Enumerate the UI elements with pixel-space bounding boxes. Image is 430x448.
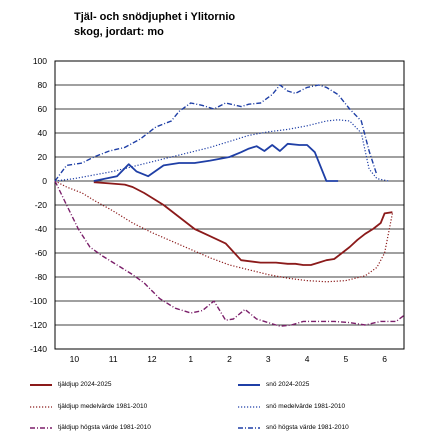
series-line-0 — [93, 181, 393, 266]
y-tick-label: 20 — [38, 152, 48, 162]
y-tick-label: 80 — [38, 80, 48, 90]
x-tick-label: 5 — [343, 354, 348, 364]
legend-item-sno-2024: snö 2024-2025 — [238, 381, 309, 388]
x-tick-label: 4 — [305, 354, 310, 364]
x-tick-label: 6 — [382, 354, 387, 364]
chart-title-line2: skog, jordart: mo — [74, 26, 164, 38]
x-tick-label: 1 — [188, 354, 193, 364]
legend-swatch-tjal-2024 — [30, 383, 52, 386]
chart-title-line1: Tjäl- och snödjuphet i Ylitornio — [74, 11, 236, 23]
legend-swatch-tjal-medel — [30, 405, 52, 408]
y-tick-label: 0 — [42, 176, 47, 186]
y-tick-label: -20 — [35, 200, 48, 210]
legend-label-sno-hogsta: snö högsta värde 1981-2010 — [266, 424, 349, 431]
y-tick-label: -140 — [30, 344, 47, 354]
series-line-4 — [54, 180, 405, 327]
x-tick-label: 11 — [109, 354, 118, 364]
y-tick-label: -40 — [35, 224, 48, 234]
x-tick-label: 10 — [70, 354, 80, 364]
legend-swatch-sno-hogsta — [238, 426, 260, 429]
legend-item-tjal-hogsta: tjäldjup högsta värde 1981-2010 — [30, 424, 151, 431]
series-line-3 — [54, 119, 389, 182]
legend-item-tjal-2024: tjäldjup 2024-2025 — [30, 381, 112, 388]
legend-swatch-sno-medel — [238, 405, 260, 408]
y-tick-label: 100 — [33, 56, 47, 66]
legend-item-sno-medel: snö medelvärde 1981-2010 — [238, 403, 345, 410]
y-tick-label: 40 — [38, 128, 48, 138]
series-line-5 — [54, 84, 378, 182]
y-tick-label: -80 — [35, 272, 48, 282]
legend-swatch-sno-2024 — [238, 383, 260, 386]
legend-label-tjal-hogsta: tjäldjup högsta värde 1981-2010 — [58, 424, 151, 431]
y-tick-label: -60 — [35, 248, 48, 258]
y-tick-label: -120 — [30, 320, 47, 330]
chart-title: Tjäl- och snödjuphet i Ylitornio skog, j… — [74, 10, 235, 40]
x-tick-label: 2 — [227, 354, 232, 364]
legend-item-tjal-medel: tjäldjup medelvärde 1981-2010 — [30, 403, 147, 410]
y-tick-label: -100 — [30, 296, 47, 306]
legend-label-tjal-2024: tjäldjup 2024-2025 — [58, 381, 112, 388]
legend-label-sno-medel: snö medelvärde 1981-2010 — [266, 403, 346, 410]
series-line-1 — [93, 142, 339, 182]
y-tick-label: 60 — [38, 104, 48, 114]
x-tick-label: 3 — [266, 354, 271, 364]
legend-swatch-tjal-hogsta — [30, 426, 52, 429]
legend-item-sno-hogsta: snö högsta värde 1981-2010 — [238, 424, 349, 431]
legend-label-tjal-medel: tjäldjup medelvärde 1981-2010 — [58, 403, 148, 410]
series-line-2 — [54, 180, 393, 283]
x-tick-label: 12 — [147, 354, 157, 364]
legend-label-sno-2024: snö 2024-2025 — [266, 381, 310, 388]
